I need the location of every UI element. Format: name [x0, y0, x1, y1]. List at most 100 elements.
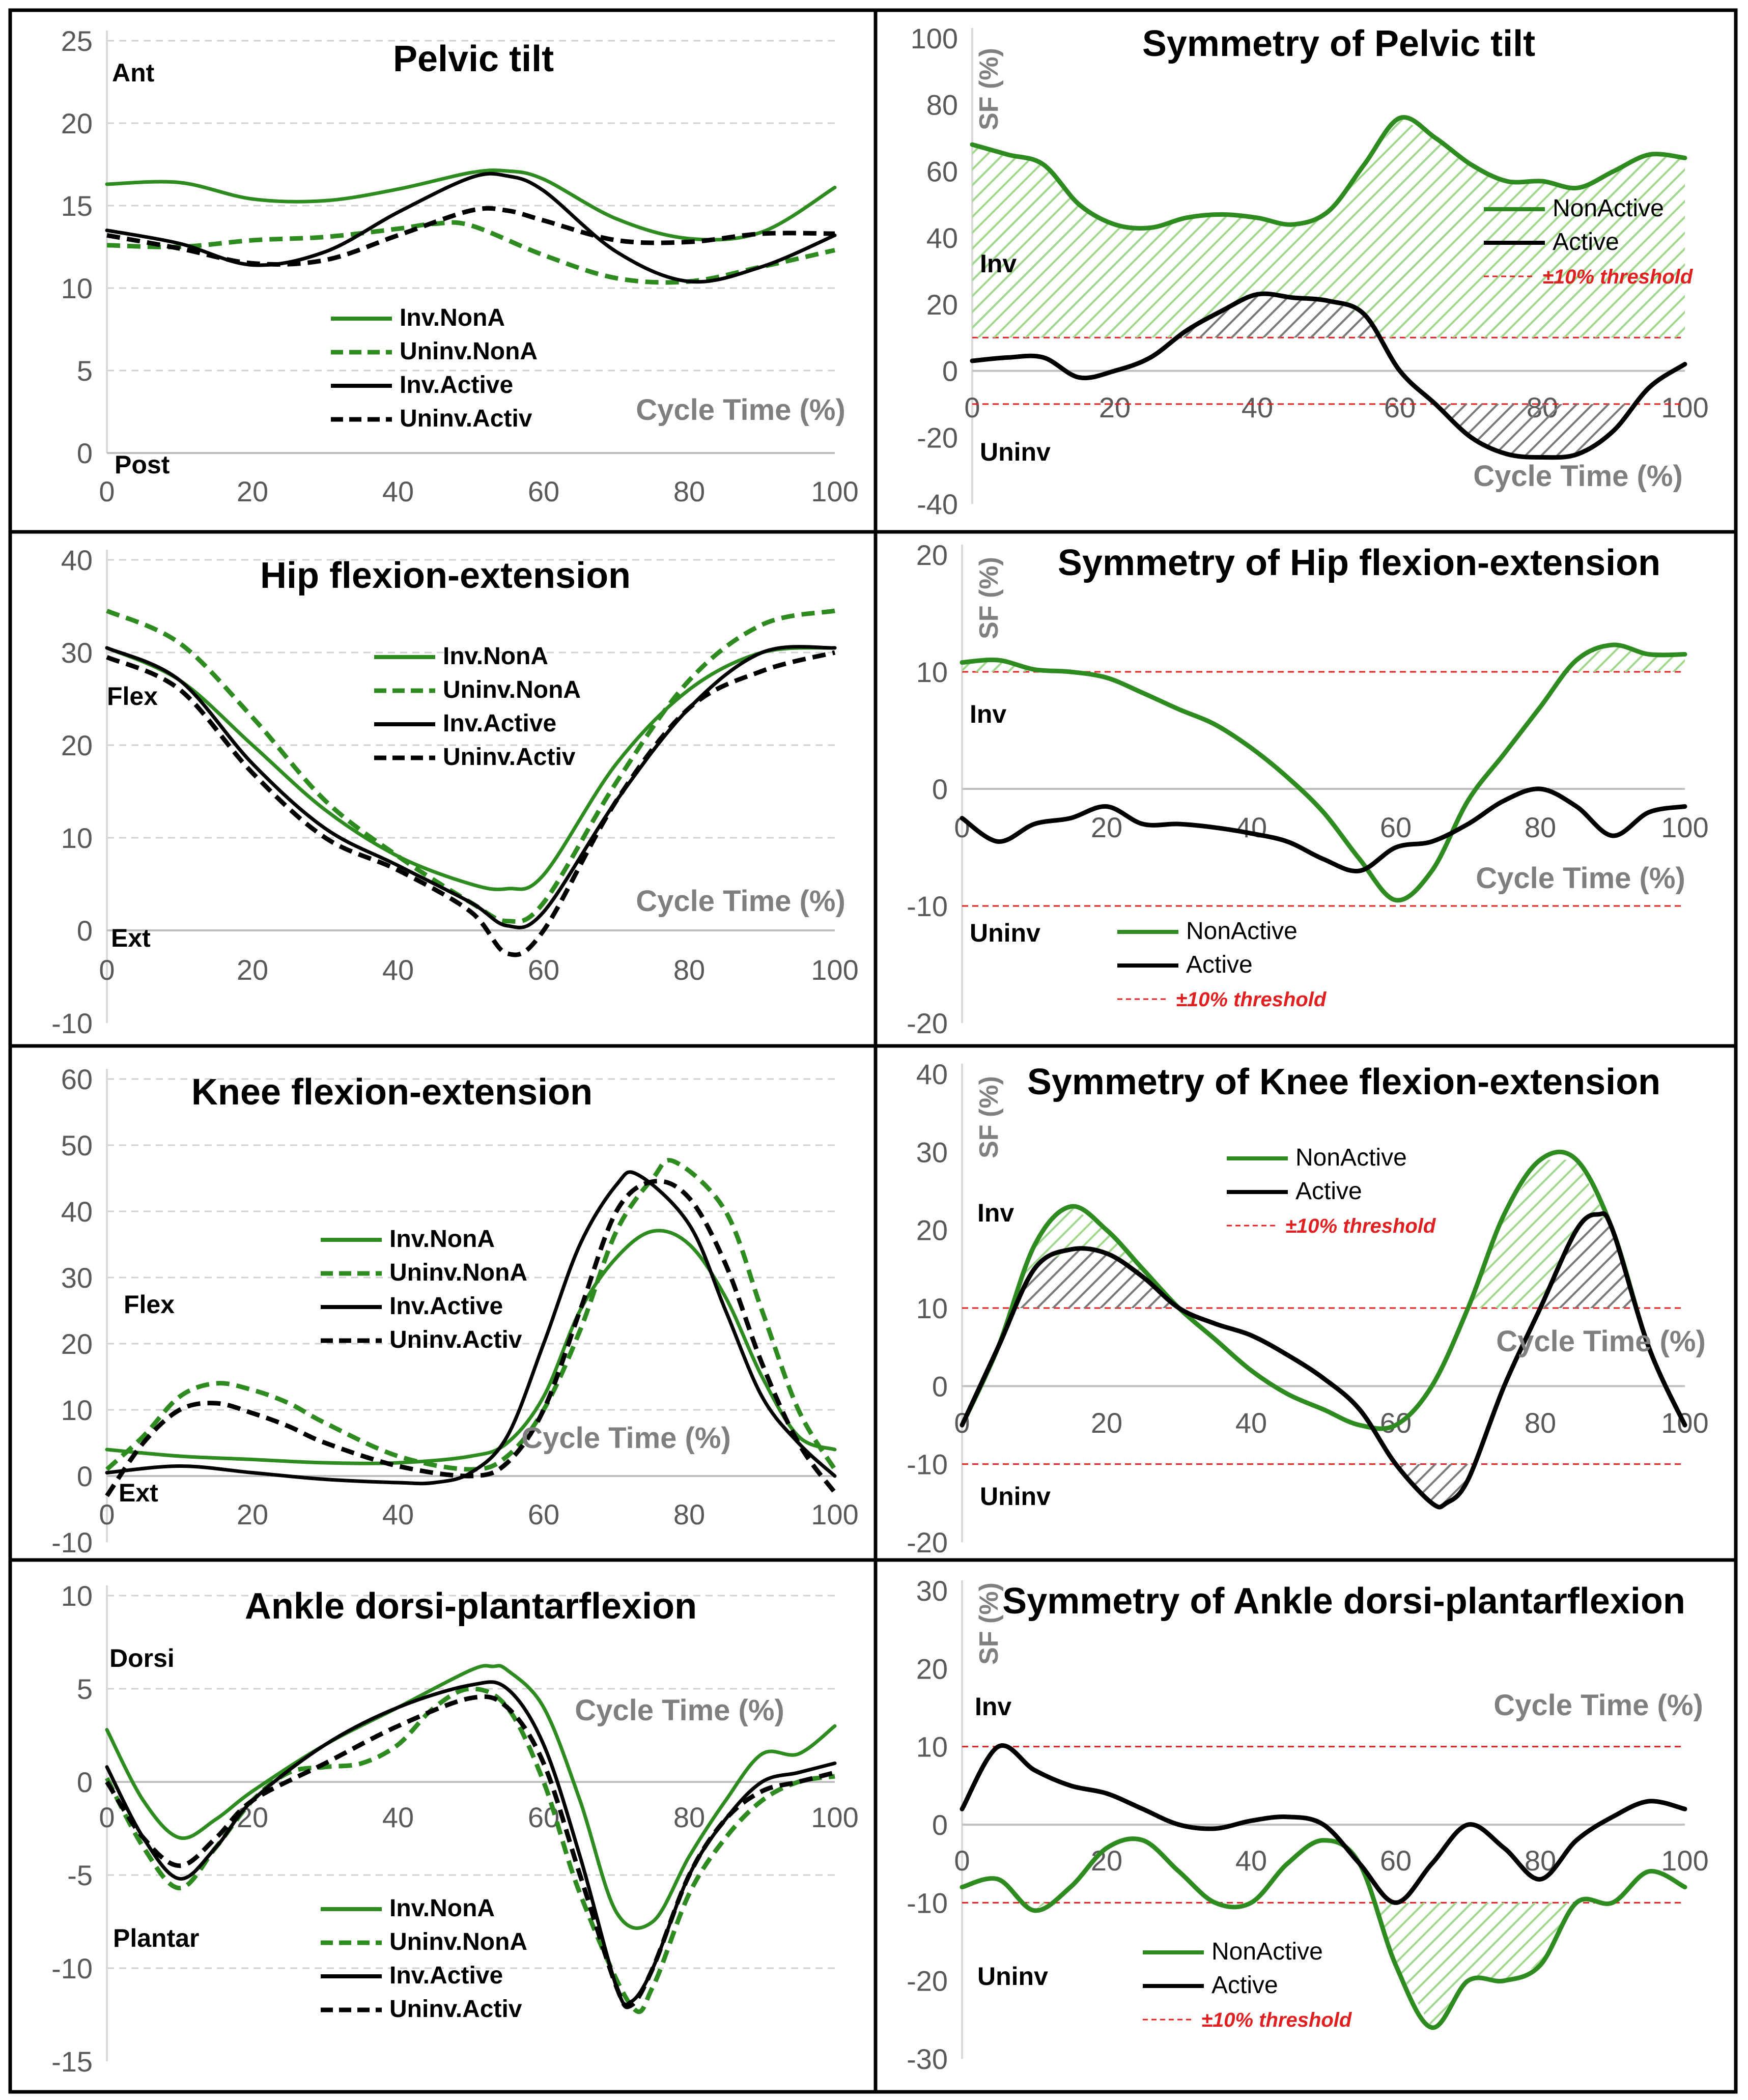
y-tick-label: 0 — [77, 1460, 93, 1492]
x-tick-label: 80 — [1525, 811, 1556, 843]
legend-label: ±10% threshold — [1201, 2009, 1352, 2031]
threshold-hatch — [1027, 1903, 1046, 1911]
y-tick-label: 0 — [77, 915, 93, 947]
lower-region-label: Uninv — [970, 919, 1040, 947]
legend: Inv.NonA Uninv.NonA Inv.Active Uninv.Activ — [321, 1226, 527, 1353]
legend-label: Uninv.Activ — [400, 405, 532, 432]
series-line-inv-nona — [105, 646, 837, 891]
legend-label: NonActive — [1211, 1938, 1323, 1965]
legend-label: Uninv.Activ — [389, 1996, 522, 2023]
x-tick-label: 40 — [1235, 1844, 1267, 1877]
series-line-inv-active — [105, 645, 837, 929]
chart-title: Symmetry of Ankle dorsi-plantarflexion — [1002, 1581, 1685, 1622]
y-tick-label: 40 — [61, 544, 93, 576]
series-line-inv-nona — [105, 1664, 837, 1930]
x-tick-label: 40 — [1242, 391, 1273, 423]
y-tick-label: 30 — [916, 1575, 948, 1607]
y-tick-label: 10 — [916, 656, 948, 688]
y-tick-label: -10 — [907, 1887, 948, 1919]
y-tick-label: 30 — [61, 1262, 93, 1294]
y-axis-label: SF (%) — [974, 1076, 1004, 1158]
x-axis-label: Cycle Time (%) — [575, 1694, 784, 1727]
x-axis-label: Cycle Time (%) — [1473, 460, 1683, 493]
legend-label: Active — [1211, 1972, 1278, 1999]
x-tick-label: 60 — [1380, 1844, 1412, 1877]
y-tick-label: 20 — [61, 729, 93, 761]
legend-label: Inv.NonA — [389, 1226, 495, 1253]
x-tick-label: 100 — [1661, 391, 1708, 423]
y-tick-label: 20 — [916, 539, 948, 571]
upper-region-label: Flex — [107, 682, 158, 711]
y-tick-label: 10 — [61, 272, 93, 304]
series-line-nonactive — [970, 115, 1687, 231]
upper-region-label: Inv — [970, 700, 1006, 728]
upper-region-label: Inv — [977, 1199, 1014, 1227]
y-tick-label: 80 — [926, 89, 958, 121]
y-tick-label: 40 — [61, 1196, 93, 1228]
chart-title: Symmetry of Hip flexion-extension — [1058, 543, 1660, 583]
y-tick-label: 60 — [926, 155, 958, 187]
y-tick-label: 0 — [77, 1766, 93, 1798]
y-tick-label: -10 — [51, 1952, 93, 1984]
legend-label: Inv.NonA — [443, 643, 548, 670]
series-line-inv-nona — [105, 168, 837, 242]
x-axis-label: Cycle Time (%) — [636, 393, 845, 427]
lower-region-label: Plantar — [113, 1924, 200, 1952]
y-tick-label: 50 — [61, 1129, 93, 1161]
threshold-hatch — [1179, 294, 1378, 338]
x-tick-label: 20 — [237, 1498, 268, 1530]
lower-region-label: Ext — [111, 924, 151, 952]
series-line-nonactive — [960, 642, 1687, 903]
chart-0: 0 5 10 15 20 25 0 20 40 60 80 100 Pelvic tilt Cycle T… — [61, 25, 859, 507]
legend: NonActive Active ±10% threshold — [1117, 918, 1327, 1011]
y-axis-label: SF (%) — [974, 1582, 1004, 1665]
chart-title: Symmetry of Knee flexion-extension — [1027, 1062, 1660, 1102]
y-tick-label: 20 — [916, 1214, 948, 1246]
y-tick-label: -10 — [51, 1526, 93, 1558]
legend-label: Uninv.NonA — [400, 338, 538, 365]
legend: Inv.NonA Uninv.NonA Inv.Active Uninv.Activ — [374, 643, 581, 771]
legend-label: Inv.Active — [443, 710, 556, 737]
threshold-hatch — [1439, 404, 1635, 458]
threshold-hatch — [972, 118, 1685, 338]
legend-label: ±10% threshold — [1285, 1215, 1436, 1237]
x-tick-label: 100 — [811, 954, 858, 986]
legend-label: Uninv.Activ — [443, 744, 576, 771]
x-tick-label: 100 — [811, 475, 858, 507]
y-tick-label: 0 — [942, 355, 958, 387]
upper-region-label: Dorsi — [109, 1644, 175, 1672]
x-tick-label: 60 — [1380, 811, 1412, 843]
x-tick-label: 0 — [99, 954, 115, 986]
threshold-hatch — [1020, 1250, 1175, 1308]
legend-label: Active — [1295, 1178, 1362, 1205]
x-tick-label: 20 — [1099, 391, 1131, 423]
x-tick-label: 40 — [382, 1801, 414, 1833]
y-tick-label: -10 — [907, 890, 948, 922]
x-tick-label: 60 — [528, 1498, 559, 1530]
y-tick-label: 0 — [77, 437, 93, 469]
legend-label: Uninv.NonA — [389, 1259, 527, 1286]
legend: NonActive Active ±10% threshold — [1143, 1938, 1352, 2031]
legend: NonActive Active ±10% threshold — [1227, 1144, 1436, 1237]
x-tick-label: 40 — [382, 475, 414, 507]
x-tick-label: 20 — [1091, 1407, 1122, 1439]
upper-region-label: Inv — [975, 1692, 1011, 1721]
y-tick-label: 10 — [61, 1394, 93, 1426]
y-tick-label: -30 — [907, 2043, 948, 2075]
lower-region-label: Uninv — [977, 1962, 1048, 1991]
legend-label: ±10% threshold — [1542, 266, 1694, 288]
y-tick-label: 100 — [911, 22, 958, 54]
legend-label: NonActive — [1186, 918, 1298, 945]
x-tick-label: 0 — [964, 391, 980, 423]
threshold-hatch — [1569, 645, 1685, 672]
series-line-uninv-activ — [106, 650, 836, 957]
y-tick-label: -20 — [907, 1007, 948, 1039]
x-axis-label: Cycle Time (%) — [636, 885, 845, 918]
y-tick-label: 30 — [916, 1136, 948, 1168]
x-tick-label: 100 — [811, 1801, 858, 1833]
